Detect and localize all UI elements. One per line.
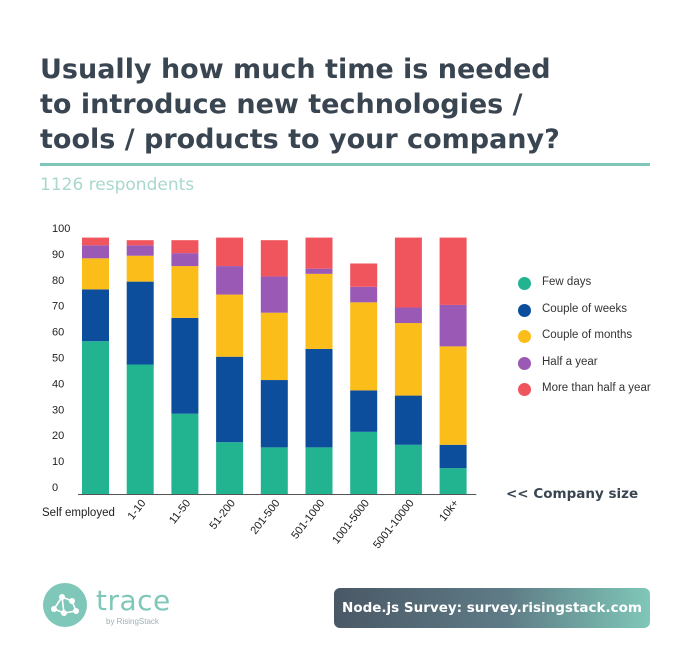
chart-title: Usually how much time is needed to intro… — [40, 52, 660, 157]
title-line-3: tools / products to your company? — [40, 124, 560, 155]
bar-segment — [439, 468, 467, 494]
legend-label: Few days — [542, 276, 592, 288]
bar-segment — [260, 380, 288, 448]
bars — [82, 237, 467, 494]
x-axis: Self employed 1-10 11-50 51-200 201-500 501-1… — [42, 494, 477, 551]
x-tick-label: 1-10 — [126, 497, 149, 522]
bar-segment — [82, 245, 109, 259]
y-tick-label: 90 — [52, 249, 64, 261]
bar-segment — [305, 348, 333, 448]
legend-swatch — [518, 277, 531, 290]
bar-segment — [216, 237, 244, 267]
bar-segment — [439, 444, 467, 469]
y-tick-label: 30 — [52, 404, 64, 416]
bar-segment — [126, 255, 154, 282]
bar-segment — [216, 266, 244, 295]
respondents-subtitle: 1126 respondents — [40, 175, 195, 195]
bar-segment — [171, 413, 199, 494]
bar-segment — [126, 281, 154, 365]
bar-segment — [305, 237, 333, 269]
bar-segment — [394, 444, 422, 494]
bar-segment — [82, 258, 109, 290]
y-tick-label: 70 — [52, 301, 64, 313]
title-divider — [40, 163, 650, 166]
legend-label: Couple of weeks — [542, 302, 628, 315]
bar-segment — [260, 276, 288, 313]
legend-swatch — [518, 303, 531, 317]
y-tick-label: 80 — [52, 275, 64, 287]
bar-segment — [126, 364, 154, 494]
bar-segment — [260, 447, 288, 494]
bar-segment — [171, 317, 199, 414]
stacked-bar-chart: 0 10 20 30 40 50 60 70 80 90 100 Self employed 1-10… — [42, 223, 477, 551]
y-tick-label: 0 — [52, 482, 58, 494]
bar-segment — [171, 266, 199, 318]
bar-segment — [82, 341, 109, 494]
legend-swatch — [518, 330, 531, 343]
legend-label: Couple of months — [542, 329, 633, 341]
survey-link-banner[interactable]: Node.js Survey: survey.risingstack.com — [334, 588, 650, 628]
bar-segment — [350, 263, 378, 287]
bar-segment — [394, 307, 422, 324]
x-axis-title: << Company size — [506, 486, 639, 502]
bar-segment — [350, 286, 378, 303]
bar-segment — [439, 304, 467, 347]
y-axis: 0 10 20 30 40 50 60 70 80 90 100 — [52, 223, 70, 494]
logo-byline: by RisingStack — [106, 617, 159, 626]
bar-segment — [305, 447, 333, 494]
bar-segment — [216, 442, 244, 494]
x-tick-label: 10k+ — [437, 497, 461, 523]
y-tick-label: 20 — [52, 430, 64, 442]
logo-wordmark: trace — [96, 584, 171, 617]
y-tick-label: 100 — [52, 223, 70, 235]
bar-segment — [350, 302, 378, 391]
legend-swatch — [518, 383, 531, 396]
legend-swatch — [518, 356, 531, 370]
bar-segment — [171, 240, 199, 254]
bar-segment — [260, 312, 288, 381]
bar-segment — [350, 390, 378, 432]
bar-segment — [350, 431, 378, 494]
bar-segment — [260, 240, 288, 277]
bar-segment — [439, 346, 467, 445]
trace-network-logo-icon — [43, 583, 87, 627]
bar-segment — [394, 395, 422, 445]
bar-segment — [82, 237, 109, 246]
bar-segment — [394, 237, 422, 308]
bar-segment — [439, 237, 467, 305]
bar-segment — [216, 294, 244, 357]
y-tick-label: 10 — [52, 456, 64, 468]
x-tick-label: 501-1000 — [289, 497, 327, 541]
x-tick-label: 51-200 — [207, 497, 238, 531]
bar-segment — [216, 356, 244, 443]
bar-segment — [305, 268, 333, 274]
bar-segment — [305, 273, 333, 349]
y-tick-label: 40 — [52, 378, 64, 390]
x-tick-label: 11-50 — [167, 497, 193, 526]
bar-segment — [82, 289, 109, 342]
y-tick-label: 60 — [52, 327, 64, 339]
x-tick-label: 201-500 — [248, 497, 282, 536]
title-line-1: Usually how much time is needed — [40, 54, 551, 85]
y-tick-label: 50 — [52, 353, 64, 365]
title-line-2: to introduce new technologies / — [40, 89, 523, 120]
x-tick-label: Self employed — [42, 507, 115, 519]
bar-segment — [126, 245, 154, 256]
bar-segment — [171, 253, 199, 267]
legend-label: Half a year — [542, 355, 598, 368]
legend-label: More than half a year — [542, 382, 651, 394]
bar-segment — [126, 240, 154, 246]
bar-segment — [394, 323, 422, 396]
x-tick-label: 1001-5000 — [330, 497, 372, 546]
x-tick-label: 5001-10000 — [371, 497, 417, 551]
